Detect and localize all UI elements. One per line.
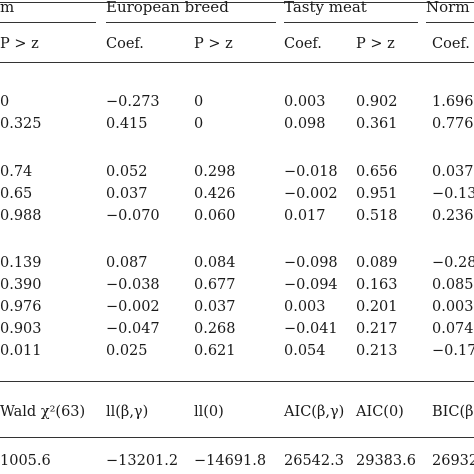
stats-value-aic-beta-gamma: 26542.3 — [284, 453, 344, 469]
group-underline-tasty-meat — [284, 22, 418, 23]
table-cell: 0.621 — [194, 343, 236, 359]
table-cell: 0.217 — [356, 321, 398, 337]
table-cell: 0.087 — [106, 255, 148, 271]
table-cell: 0.003 — [284, 94, 326, 110]
table-cell: −0.038 — [106, 277, 160, 293]
table-cell: 0.060 — [194, 208, 236, 224]
stats-label-aic-beta-gamma: AIC(β,γ) — [284, 404, 345, 420]
group-header-tasty-meat: Tasty meat — [284, 0, 367, 16]
table-cell: −0.070 — [106, 208, 160, 224]
subheader-coef: Coef. — [284, 36, 322, 52]
table-cell: 0.656 — [356, 164, 398, 180]
table-cell: 0.201 — [356, 299, 398, 315]
stats-value-bic: 26932 — [432, 453, 474, 469]
stats-label-bic: BIC(β — [432, 404, 474, 420]
group-header-m: m — [0, 0, 15, 16]
group-header-european-breed: European breed — [106, 0, 229, 16]
stats-label-ll-0: ll(0) — [194, 404, 224, 420]
table-cell: 0.085 — [432, 277, 474, 293]
table-cell: 0.037 — [432, 164, 474, 180]
table-cell: −0.098 — [284, 255, 338, 271]
table-cell: 0.988 — [0, 208, 42, 224]
table-cell: −0.17 — [432, 343, 474, 359]
table-cell: 1.696 — [432, 94, 474, 110]
table-cell: 0.084 — [194, 255, 236, 271]
table-cell: 0.052 — [106, 164, 148, 180]
group-underline-m — [0, 22, 96, 23]
table-cell: 0 — [194, 116, 204, 132]
table-cell: 0.037 — [106, 186, 148, 202]
top-rule — [0, 2, 474, 3]
table-cell: 0.011 — [0, 343, 42, 359]
table-cell: 0.298 — [194, 164, 236, 180]
table-cell: −0.002 — [106, 299, 160, 315]
table-cell: 0.65 — [0, 186, 33, 202]
table-cell: 0.025 — [106, 343, 148, 359]
table-cell: 0.390 — [0, 277, 42, 293]
table-cell: −0.094 — [284, 277, 338, 293]
table-cell: 0.902 — [356, 94, 398, 110]
subheader-rule — [0, 62, 474, 63]
group-underline-norm — [426, 22, 474, 23]
stats-value-wald: 1005.6 — [0, 453, 51, 469]
table-cell: 0.003 — [432, 299, 474, 315]
table-cell: −0.002 — [284, 186, 338, 202]
table-cell: 0.003 — [284, 299, 326, 315]
stats-value-aic-0: 29383.6 — [356, 453, 416, 469]
table-cell: 0.089 — [356, 255, 398, 271]
table-cell: 0.017 — [284, 208, 326, 224]
subheader-p-z: P > z — [0, 36, 39, 52]
table-cell: 0.903 — [0, 321, 42, 337]
subheader-coef: Coef. — [106, 36, 144, 52]
table-cell: 0.325 — [0, 116, 42, 132]
table-cell: 0.976 — [0, 299, 42, 315]
subheader-p-z: P > z — [194, 36, 233, 52]
table-cell: 0.426 — [194, 186, 236, 202]
table-cell: −0.273 — [106, 94, 160, 110]
table-cell: 0.361 — [356, 116, 398, 132]
stats-label-ll-beta-gamma: ll(β,γ) — [106, 404, 149, 420]
table-cell: 0.037 — [194, 299, 236, 315]
group-underline-european-breed — [106, 22, 276, 23]
table-cell: 0.236 — [432, 208, 474, 224]
stats-label-aic-0: AIC(0) — [356, 404, 404, 420]
stats-label-rule — [0, 437, 474, 438]
table-cell: 0 — [194, 94, 204, 110]
stats-rule — [0, 381, 474, 382]
table-cell: −0.047 — [106, 321, 160, 337]
table-cell: 0.518 — [356, 208, 398, 224]
table-cell: 0.074 — [432, 321, 474, 337]
table-cell: 0.74 — [0, 164, 33, 180]
table-cell: −0.13 — [432, 186, 474, 202]
table-cell: 0.415 — [106, 116, 148, 132]
table-cell: 0.951 — [356, 186, 398, 202]
table-cell: 0.098 — [284, 116, 326, 132]
table-cell: 0.163 — [356, 277, 398, 293]
table-cell: 0.213 — [356, 343, 398, 359]
table-cell: 0 — [0, 94, 10, 110]
subheader-coef: Coef. — [432, 36, 470, 52]
table-cell: −0.041 — [284, 321, 338, 337]
table-cell: 0.139 — [0, 255, 42, 271]
table-cell: −0.28 — [432, 255, 474, 271]
group-header-norm: Norm — [426, 0, 470, 16]
table-cell: 0.268 — [194, 321, 236, 337]
stats-value-ll-0: −14691.8 — [194, 453, 267, 469]
stats-value-ll-beta-gamma: −13201.2 — [106, 453, 179, 469]
subheader-p-z: P > z — [356, 36, 395, 52]
table-cell: 0.677 — [194, 277, 236, 293]
table-cell: −0.018 — [284, 164, 338, 180]
table-cell: 0.054 — [284, 343, 326, 359]
table-cell: 0.776 — [432, 116, 474, 132]
stats-label-wald: Wald χ²(63) — [0, 404, 86, 420]
